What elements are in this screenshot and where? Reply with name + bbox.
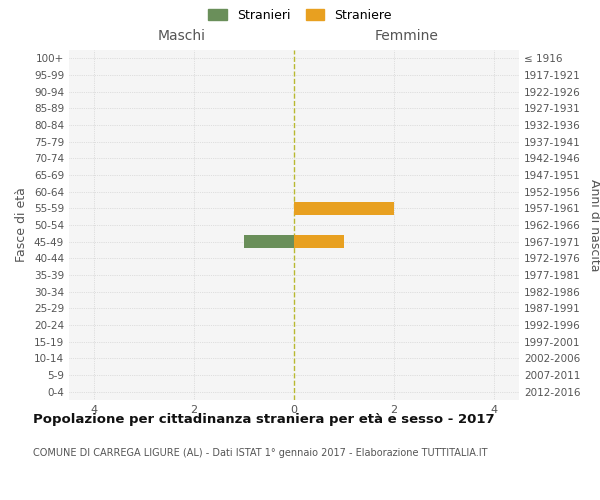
- Text: Maschi: Maschi: [157, 29, 205, 43]
- Bar: [294, 202, 394, 214]
- Y-axis label: Fasce di età: Fasce di età: [16, 188, 28, 262]
- Bar: [294, 236, 344, 248]
- Text: Popolazione per cittadinanza straniera per età e sesso - 2017: Popolazione per cittadinanza straniera p…: [33, 412, 494, 426]
- Legend: Stranieri, Straniere: Stranieri, Straniere: [206, 6, 394, 24]
- Y-axis label: Anni di nascita: Anni di nascita: [587, 179, 600, 271]
- Text: COMUNE DI CARREGA LIGURE (AL) - Dati ISTAT 1° gennaio 2017 - Elaborazione TUTTIT: COMUNE DI CARREGA LIGURE (AL) - Dati IST…: [33, 448, 487, 458]
- Bar: [244, 236, 294, 248]
- Text: Femmine: Femmine: [374, 29, 439, 43]
